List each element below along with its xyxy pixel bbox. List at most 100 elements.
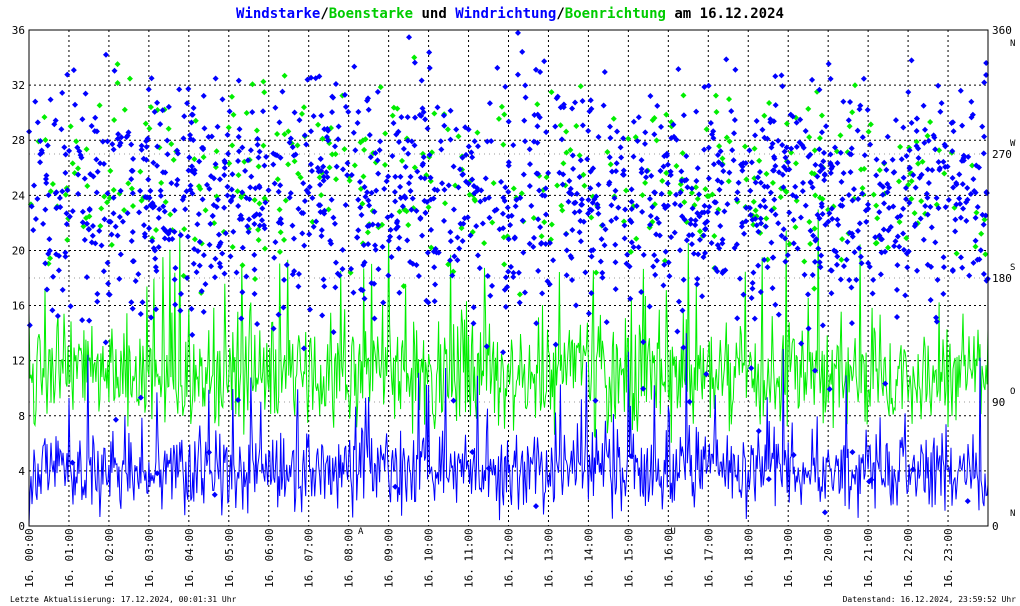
wind-direction-point (840, 263, 847, 270)
wind-direction-point (407, 187, 414, 194)
wind-direction-point (866, 263, 873, 270)
wind-direction-point (177, 307, 184, 314)
wind-direction-point (501, 197, 508, 204)
wind-direction-point (784, 252, 791, 259)
wind-direction-point (755, 262, 762, 269)
wind-direction-point (275, 188, 282, 195)
gust-direction-point (192, 117, 199, 124)
wind-direction-point (49, 307, 56, 314)
wind-direction-point (912, 184, 919, 191)
wind-direction-point (100, 160, 107, 167)
wind-direction-point (814, 173, 821, 180)
wind-direction-point (230, 228, 237, 235)
wind-direction-point (422, 210, 429, 217)
wind-direction-point (802, 202, 809, 209)
wind-direction-point (597, 258, 604, 265)
wind-direction-point (966, 272, 973, 279)
gust-direction-point (170, 156, 177, 163)
wind-direction-point (502, 303, 509, 310)
gust-direction-point (200, 154, 207, 161)
x-tick-label: 16. 17:00 (702, 528, 715, 588)
gust-direction-point (69, 160, 76, 167)
wind-direction-point (828, 205, 835, 212)
wind-direction-point (935, 205, 942, 212)
gust-direction-point (816, 135, 823, 142)
wind-direction-point (447, 257, 454, 264)
wind-direction-point (810, 232, 817, 239)
y-right-compass-label: O (1010, 387, 1015, 397)
wind-direction-point (753, 118, 760, 125)
wind-direction-point (356, 178, 363, 185)
wind-direction-point (847, 169, 854, 176)
wind-direction-point (300, 180, 307, 187)
wind-direction-point (902, 292, 909, 299)
wind-direction-point (301, 198, 308, 205)
wind-direction-point (155, 244, 162, 251)
wind-direction-point (208, 263, 215, 270)
wind-direction-point (188, 305, 195, 312)
wind-direction-point (638, 166, 645, 173)
wind-direction-point (426, 49, 433, 56)
wind-direction-point (621, 235, 628, 242)
wind-direction-point (138, 146, 145, 153)
wind-direction-point (212, 161, 219, 168)
gust-direction-point (316, 174, 323, 181)
wind-speed-line (28, 333, 989, 527)
wind-direction-point (614, 128, 621, 135)
wind-direction-point (427, 174, 434, 181)
wind-direction-point (698, 209, 705, 216)
wind-direction-point (505, 159, 512, 166)
gust-direction-point (351, 162, 358, 169)
wind-direction-point (839, 196, 846, 203)
wind-direction-point (104, 190, 111, 197)
wind-direction-point (317, 202, 324, 209)
wind-direction-point (628, 206, 635, 213)
gust-direction-point (573, 123, 580, 130)
wind-direction-point (184, 100, 191, 107)
wind-direction-point (963, 199, 970, 206)
wind-direction-point (505, 236, 512, 243)
wind-direction-point (318, 232, 325, 239)
gust-direction-point (229, 142, 236, 149)
gust-direction-point (927, 118, 934, 125)
gust-direction-point (953, 250, 960, 257)
wind-direction-point (406, 180, 413, 187)
wind-direction-point (425, 299, 432, 306)
wind-direction-point (749, 285, 756, 292)
wind-direction-point (664, 161, 671, 168)
wind-direction-point (520, 171, 527, 178)
wind-direction-point (157, 192, 164, 199)
wind-direction-point (321, 283, 328, 290)
wind-direction-point (115, 131, 122, 138)
wind-direction-point (424, 125, 431, 132)
gust-direction-point (919, 158, 926, 165)
wind-direction-point (914, 115, 921, 122)
wind-direction-point (828, 165, 835, 172)
wind-direction-point (726, 169, 733, 176)
wind-direction-point (915, 145, 922, 152)
wind-direction-point (731, 130, 738, 137)
gust-direction-point (903, 235, 910, 242)
wind-direction-point (593, 193, 600, 200)
wind-direction-point (957, 200, 964, 207)
wind-direction-point (688, 185, 695, 192)
gust-direction-point (121, 207, 128, 214)
wind-direction-point (900, 230, 907, 237)
wind-direction-point (938, 100, 945, 107)
wind-direction-point (406, 34, 413, 41)
wind-direction-point (764, 264, 771, 271)
wind-direction-point (544, 278, 551, 285)
wind-direction-point (602, 226, 609, 233)
gust-direction-point (427, 178, 434, 185)
gust-direction-point (255, 237, 262, 244)
wind-direction-point (254, 320, 261, 327)
gust-direction-point (742, 143, 749, 150)
wind-direction-point (739, 167, 746, 174)
wind-direction-point (705, 82, 712, 89)
gust-direction-point (716, 143, 723, 150)
wind-direction-point (585, 196, 592, 203)
wind-direction-point (148, 75, 155, 82)
wind-direction-point (227, 198, 234, 205)
wind-direction-point (805, 325, 812, 332)
